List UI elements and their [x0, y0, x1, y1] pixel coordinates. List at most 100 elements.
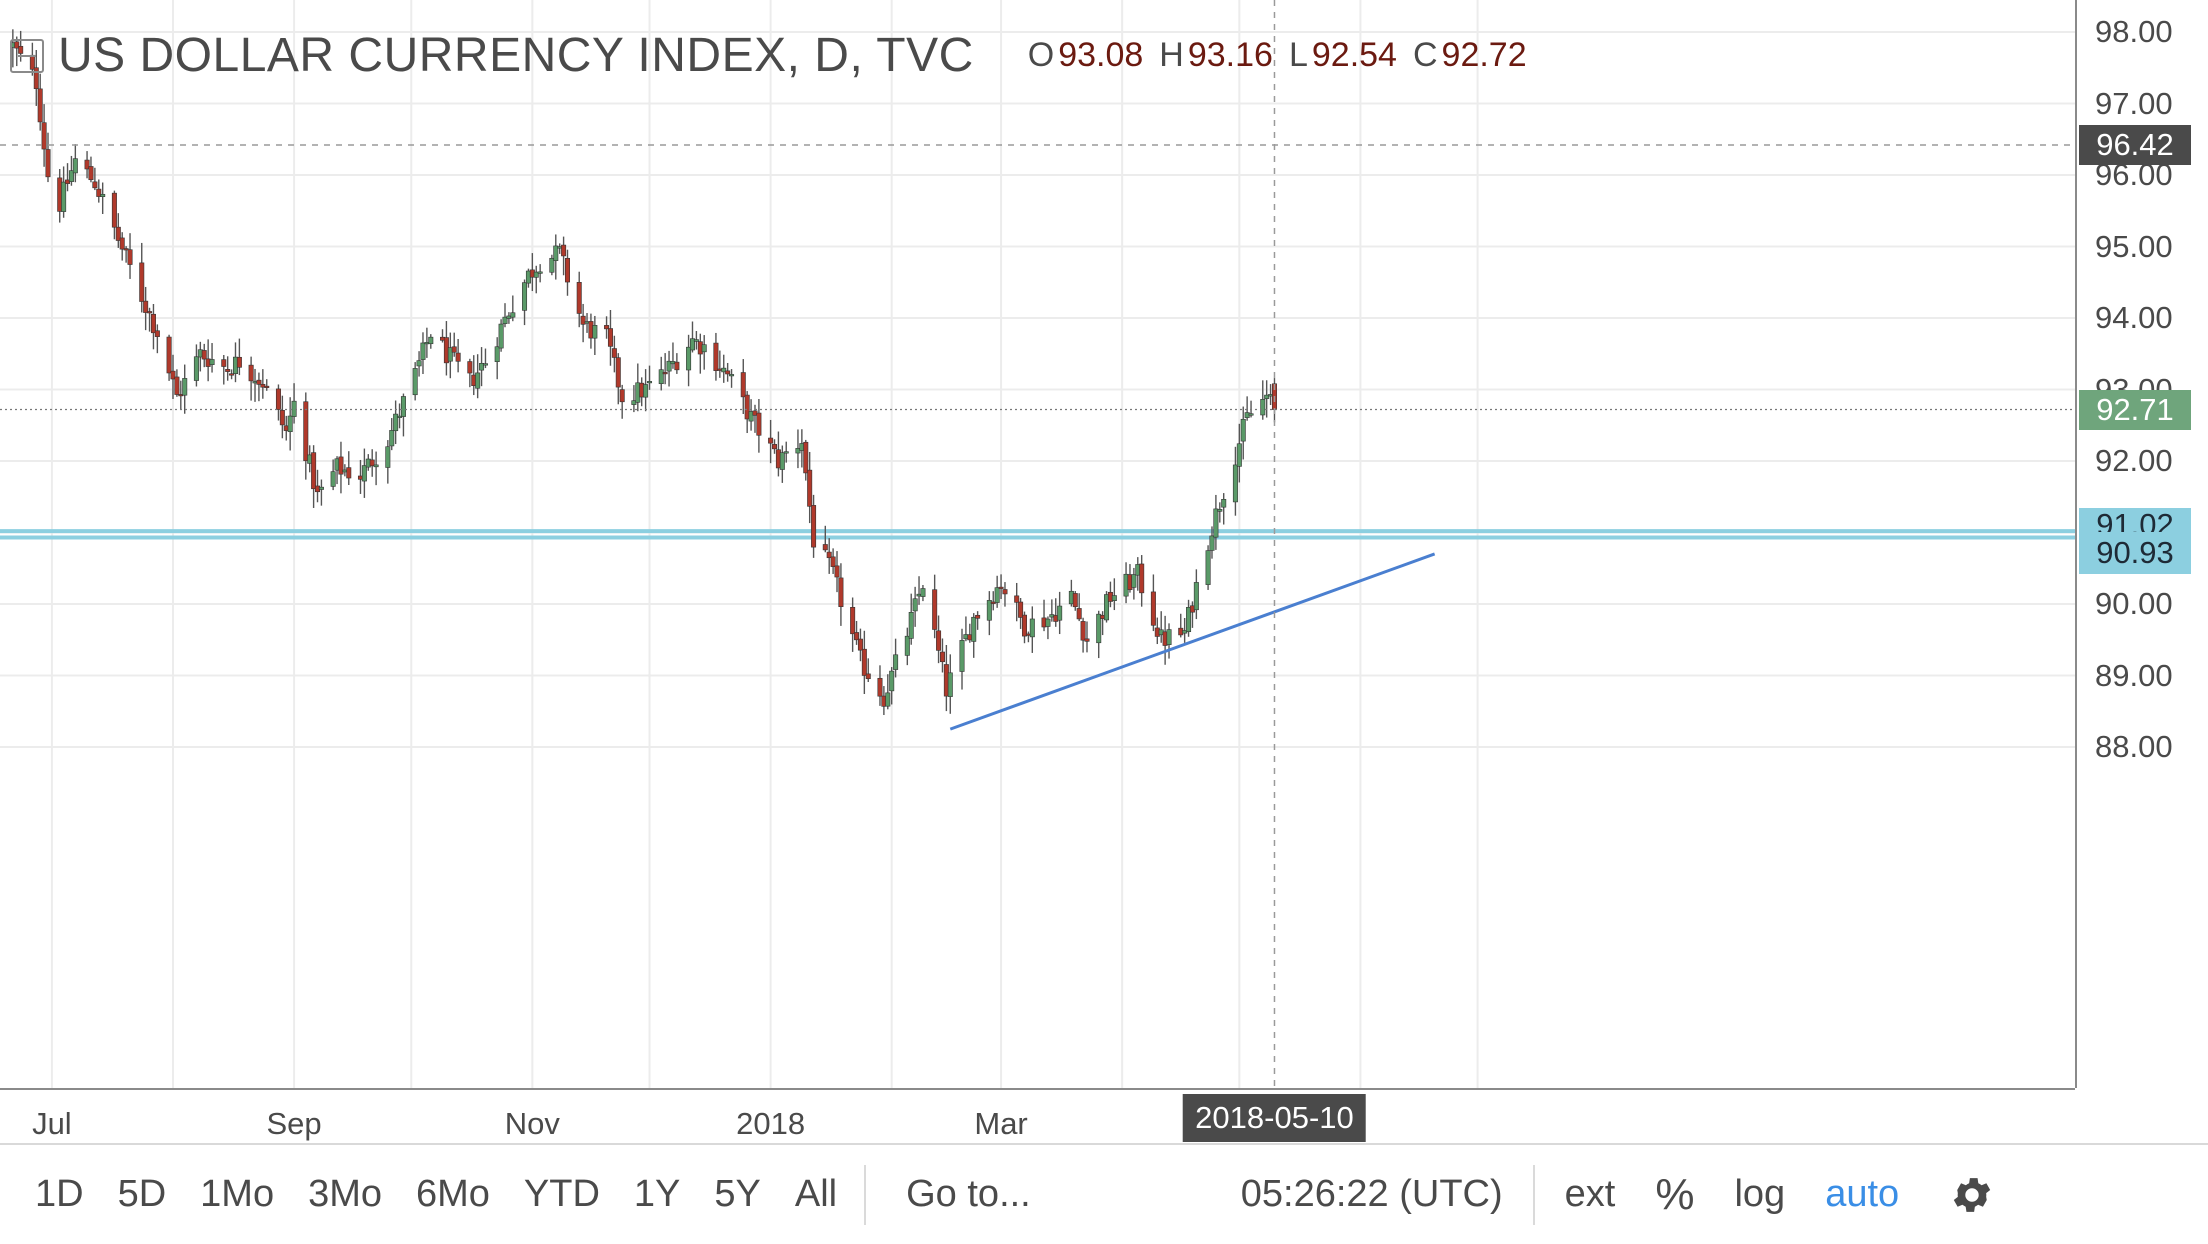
candle-body [1260, 399, 1266, 416]
ext-toggle[interactable]: ext [1564, 1173, 1616, 1215]
candle-body [1104, 594, 1110, 621]
candle-body [721, 367, 727, 373]
candle-body [1166, 629, 1172, 645]
range-button-5y[interactable]: 5Y [714, 1173, 761, 1215]
candle-body [397, 415, 403, 418]
candle-body [139, 262, 145, 302]
gear-icon[interactable] [1949, 1172, 1995, 1218]
candle-body [170, 370, 176, 380]
candle-body [748, 411, 754, 422]
candle-body [1209, 535, 1215, 551]
range-button-all[interactable]: All [794, 1173, 838, 1215]
candle-body [123, 248, 129, 251]
candle-body [1021, 614, 1027, 637]
level-price-badge: 90.93 [2079, 531, 2191, 574]
candle-body [498, 323, 504, 349]
candle-body [1076, 608, 1082, 620]
candle-body [502, 316, 508, 324]
range-button-1d[interactable]: 1D [35, 1173, 84, 1215]
candle-body [400, 396, 406, 417]
candle-body [1111, 595, 1117, 601]
candle-body [834, 565, 840, 578]
candlestick-chart[interactable] [0, 0, 2075, 1088]
candle-body [998, 586, 1004, 589]
candle-body [338, 456, 344, 475]
candle-body [72, 158, 78, 174]
candle-body [807, 469, 813, 507]
grid-layer [0, 0, 2075, 1088]
candle-body [994, 587, 1000, 603]
candle-body [1084, 638, 1090, 642]
candle-body [455, 352, 461, 362]
candle-body [549, 257, 555, 273]
candle-body [822, 544, 828, 551]
candle-body [838, 577, 844, 607]
candle-body [1057, 605, 1063, 621]
candle-body [467, 361, 473, 374]
candle-body [428, 336, 434, 345]
trend-line[interactable] [949, 552, 1436, 731]
range-button-ytd[interactable]: YTD [523, 1173, 600, 1215]
candle-body [932, 589, 938, 630]
candle-body [647, 381, 653, 384]
candle-body [494, 346, 500, 362]
candle-body [561, 244, 567, 257]
candle-body [346, 467, 352, 479]
auto-toggle[interactable]: auto [1825, 1173, 1900, 1215]
cursor-date-badge: 2018-05-10 [1183, 1094, 1366, 1142]
candle-body [631, 400, 637, 405]
range-button-5d[interactable]: 5D [117, 1173, 167, 1215]
candle-body [229, 373, 235, 376]
time-tick-label: Mar [974, 1106, 1028, 1141]
candle-body [744, 394, 750, 420]
candle-body [1186, 607, 1192, 633]
chart-area[interactable]: US DOLLAR CURRENCY INDEX, D, TVC O 93.08 … [0, 0, 2075, 1088]
candle-body [127, 249, 133, 265]
percent-toggle[interactable]: % [1655, 1169, 1695, 1219]
candle-body [311, 452, 317, 490]
goto-button[interactable]: Go to... [906, 1173, 1031, 1215]
range-button-3mo[interactable]: 3Mo [308, 1173, 382, 1215]
candle-body [221, 359, 227, 367]
candle-body [1080, 621, 1086, 641]
overlay-layer [0, 0, 2075, 1088]
candle-body [693, 339, 699, 342]
time-axis[interactable]: Jul Sep Nov 2018 Mar 2018-05-10 [0, 1088, 2075, 1145]
candle-body [904, 635, 910, 656]
range-button-1mo[interactable]: 1Mo [200, 1173, 275, 1215]
candle-body [865, 673, 871, 680]
candle-body [772, 444, 778, 450]
candle-body [947, 672, 953, 697]
candle-body [447, 347, 453, 362]
range-button-6mo[interactable]: 6Mo [416, 1173, 490, 1215]
candle-body [689, 338, 695, 351]
candle-body [260, 383, 266, 388]
range-button-1y[interactable]: 1Y [633, 1173, 681, 1215]
candle-body [393, 413, 399, 432]
candle-body [166, 336, 172, 374]
candle-body [115, 226, 121, 241]
log-toggle[interactable]: log [1734, 1173, 1786, 1215]
candle-body [416, 360, 422, 367]
time-tick-label: Sep [266, 1106, 322, 1141]
candle-body [111, 192, 117, 228]
candle-body [236, 356, 242, 368]
candle-body [1096, 613, 1102, 644]
candle-body [576, 282, 582, 314]
candle-body [1213, 508, 1219, 538]
candle-body [287, 415, 293, 433]
open-key: O [1027, 36, 1055, 74]
collapse-legend-icon[interactable] [10, 38, 44, 73]
candle-body [861, 648, 867, 676]
candle-body [877, 677, 883, 697]
candle-body [725, 370, 731, 375]
candle-body [330, 471, 336, 487]
candle-body [1014, 595, 1020, 603]
candle-body [412, 368, 418, 396]
candle-body [811, 505, 817, 548]
price-axis[interactable]: 98.00 97.00 96.00 95.00 94.00 93.00 92.00 90.00… [2075, 0, 2208, 1088]
candle-body [533, 271, 539, 278]
candle-body [119, 237, 125, 250]
candle-body [264, 385, 270, 388]
low-key: L [1288, 36, 1308, 74]
